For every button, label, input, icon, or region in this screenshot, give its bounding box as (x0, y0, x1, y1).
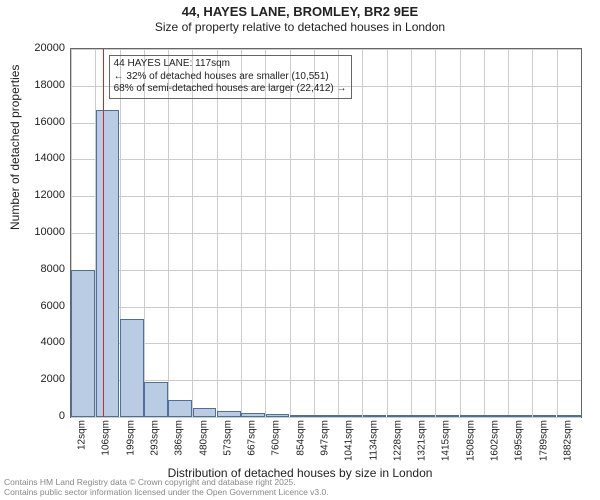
marker-callout: 44 HAYES LANE: 117sqm← 32% of detached h… (109, 55, 352, 99)
bar (241, 413, 265, 417)
bar (436, 415, 460, 417)
gridline-v (387, 49, 388, 417)
gridline-h (71, 233, 581, 234)
xtick-label: 1134sqm (368, 420, 379, 460)
plot-area: 44 HAYES LANE: 117sqm← 32% of detached h… (70, 48, 582, 418)
gridline-v (557, 49, 558, 417)
gridline-h (71, 159, 581, 160)
xtick-label: 854sqm (295, 420, 306, 456)
bar (217, 411, 241, 417)
chart-title: 44, HAYES LANE, BROMLEY, BR2 9EE (0, 4, 600, 19)
xtick-label: 386sqm (174, 420, 185, 456)
xtick-label: 1508sqm (465, 420, 476, 461)
xtick-label: 293sqm (150, 420, 161, 456)
xtick-label: 1041sqm (344, 420, 355, 461)
bar (557, 415, 581, 417)
xtick-label: 199sqm (125, 420, 136, 456)
chart-subtitle: Size of property relative to detached ho… (0, 20, 600, 34)
gridline-h (71, 123, 581, 124)
bar (96, 110, 120, 417)
gridline-v (435, 49, 436, 417)
bar (168, 400, 192, 417)
ytick-label: 18000 (15, 79, 65, 91)
bar (363, 415, 387, 417)
gridline-v (217, 49, 218, 417)
callout-line-1: ← 32% of detached houses are smaller (10… (114, 71, 347, 84)
xtick-label: 1228sqm (392, 420, 403, 461)
bar (411, 415, 435, 417)
gridline-h (71, 343, 581, 344)
gridline-v (241, 49, 242, 417)
gridline-v (192, 49, 193, 417)
gridline-v (532, 49, 533, 417)
footer-line-2: Contains public sector information licen… (4, 488, 329, 498)
bar (484, 415, 508, 417)
bar (266, 414, 290, 417)
ytick-label: 10000 (15, 226, 65, 238)
callout-title: 44 HAYES LANE: 117sqm (114, 58, 347, 71)
ytick-label: 2000 (15, 373, 65, 385)
bar (71, 270, 95, 417)
bar (338, 415, 362, 417)
xtick-label: 1882sqm (562, 420, 573, 461)
xtick-label: 1321sqm (417, 420, 428, 461)
xtick-label: 480sqm (198, 420, 209, 456)
gridline-v (290, 49, 291, 417)
marker-line (103, 49, 104, 417)
ytick-label: 8000 (15, 263, 65, 275)
bar (460, 415, 484, 417)
ytick-label: 14000 (15, 152, 65, 164)
xtick-label: 573sqm (222, 420, 233, 456)
gridline-h (71, 196, 581, 197)
footer-attribution: Contains HM Land Registry data © Crown c… (4, 478, 329, 498)
xtick-label: 1415sqm (441, 420, 452, 461)
xtick-label: 12sqm (77, 420, 88, 450)
xtick-label: 1789sqm (538, 420, 549, 461)
bar (120, 319, 144, 417)
bar (144, 382, 168, 417)
ytick-label: 4000 (15, 336, 65, 348)
ytick-label: 0 (15, 410, 65, 422)
xtick-label: 760sqm (271, 420, 282, 456)
gridline-v (144, 49, 145, 417)
gridline-h (71, 49, 581, 50)
gridline-v (338, 49, 339, 417)
xtick-label: 947sqm (320, 420, 331, 456)
bar (508, 415, 532, 417)
ytick-label: 20000 (15, 42, 65, 54)
chart-title-block: 44, HAYES LANE, BROMLEY, BR2 9EE Size of… (0, 0, 600, 34)
gridline-v (168, 49, 169, 417)
xtick-label: 1695sqm (514, 420, 525, 461)
gridline-h (71, 307, 581, 308)
xtick-label: 1602sqm (490, 420, 501, 461)
gridline-h (71, 270, 581, 271)
gridline-v (314, 49, 315, 417)
callout-line-2: 68% of semi-detached houses are larger (… (114, 83, 347, 96)
gridline-v (411, 49, 412, 417)
bar (193, 408, 217, 417)
gridline-v (484, 49, 485, 417)
ytick-label: 6000 (15, 300, 65, 312)
bar (290, 415, 314, 417)
bar (314, 415, 338, 417)
bar (387, 415, 411, 417)
gridline-v (265, 49, 266, 417)
gridline-v (460, 49, 461, 417)
gridline-v (362, 49, 363, 417)
gridline-v (508, 49, 509, 417)
ytick-label: 16000 (15, 116, 65, 128)
gridline-h (71, 417, 581, 418)
gridline-h (71, 380, 581, 381)
xtick-label: 667sqm (247, 420, 258, 456)
ytick-label: 12000 (15, 189, 65, 201)
xtick-label: 106sqm (101, 420, 112, 456)
bar (533, 415, 557, 417)
